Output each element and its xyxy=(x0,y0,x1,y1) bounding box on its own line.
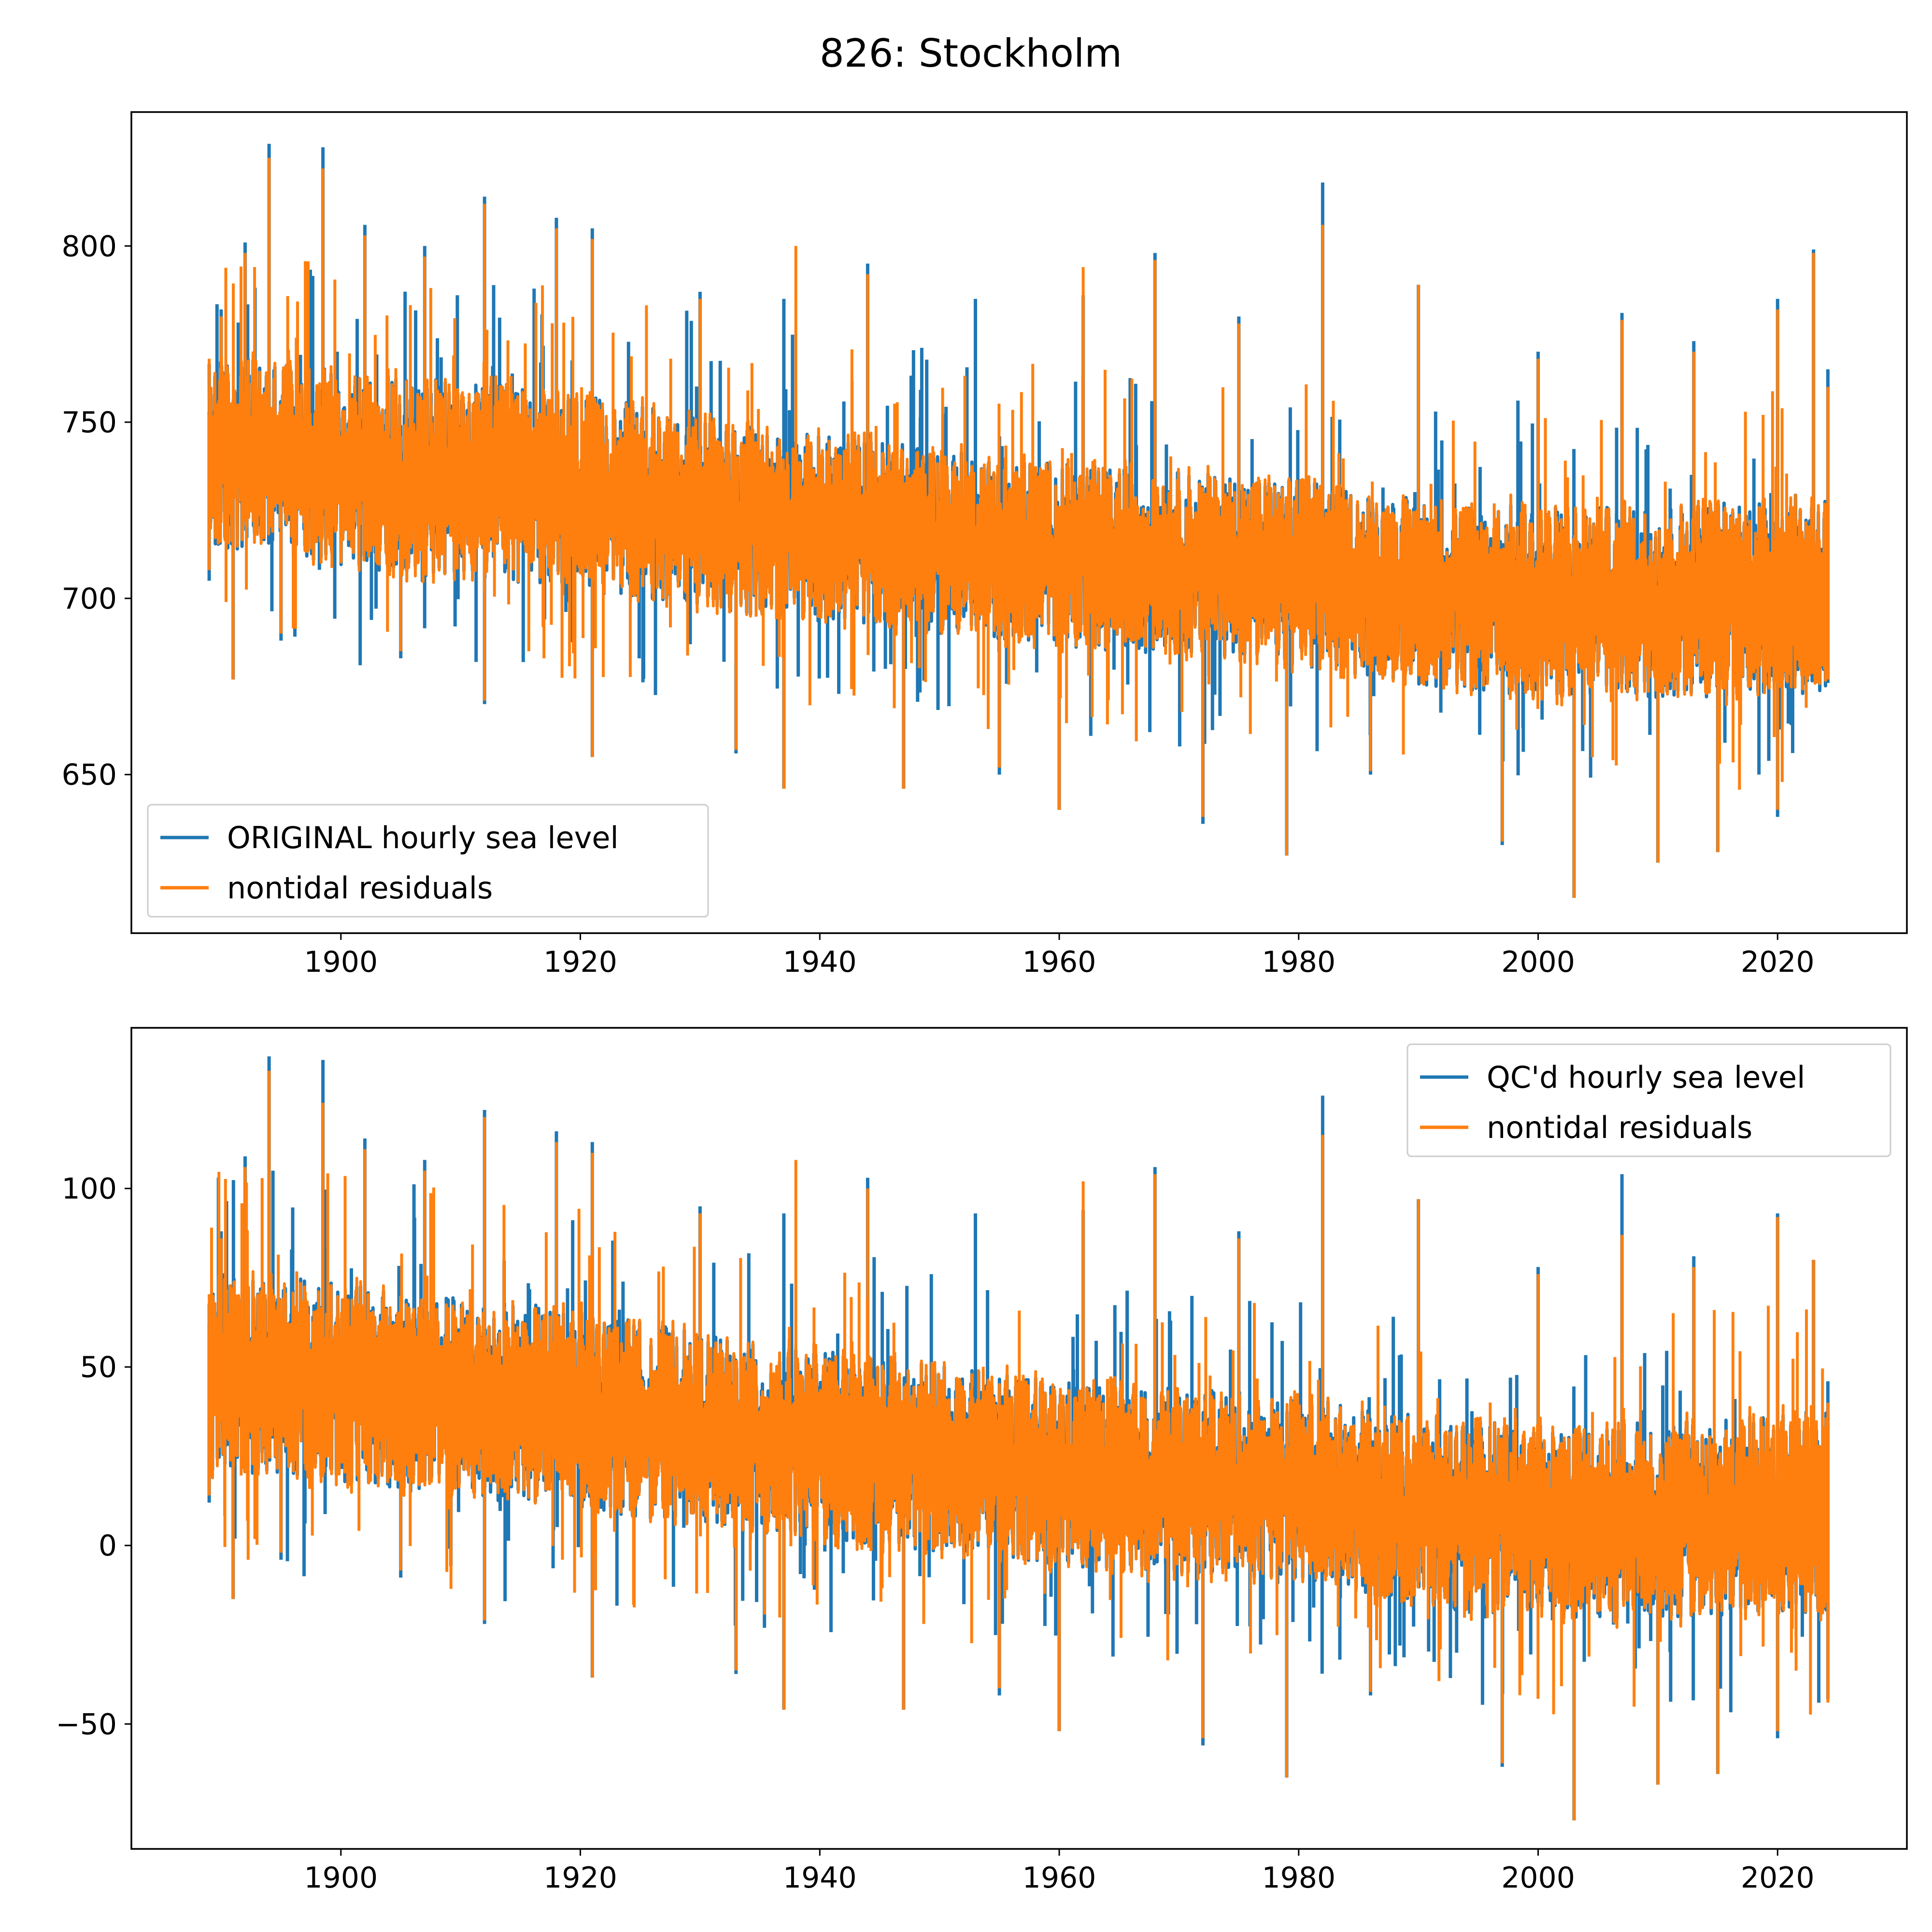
legend-label: QC'd hourly sea level xyxy=(1487,1060,1805,1095)
top-panel-x-axis: 1900 1920 1940 1960 1980 2000 2020 xyxy=(304,933,1815,979)
y-tick-label: 750 xyxy=(61,406,117,440)
legend-label: nontidal residuals xyxy=(1487,1110,1752,1145)
legend-box xyxy=(1406,1043,1891,1157)
top-panel-y-axis: 650 700 750 800 xyxy=(61,229,131,792)
bottom-panel: 1900 1920 1940 1960 1980 2000 2020 −50 0 50 100 Q… xyxy=(56,1027,1908,1895)
x-tick-label: 2020 xyxy=(1741,1861,1815,1895)
x-tick-label: 1920 xyxy=(543,945,617,979)
series-line-residual xyxy=(208,1070,1830,1820)
figure-title: 826: Stockholm xyxy=(820,31,1122,76)
top-panel-data-lines xyxy=(207,143,1830,898)
legend-box xyxy=(147,804,709,918)
y-tick-label: 800 xyxy=(61,229,117,263)
y-tick-label: 0 xyxy=(99,1529,117,1563)
top-panel-legend: ORIGINAL hourly sea level nontidal residu… xyxy=(147,804,709,918)
x-tick-label: 1960 xyxy=(1023,1861,1096,1895)
bottom-panel-data-lines xyxy=(207,1056,1830,1820)
y-tick-label: 100 xyxy=(61,1172,117,1206)
x-tick-label: 1920 xyxy=(543,1861,617,1895)
series-line-residual xyxy=(208,157,1830,898)
legend-label: ORIGINAL hourly sea level xyxy=(227,820,619,855)
x-tick-label: 1900 xyxy=(304,945,378,979)
x-tick-label: 1940 xyxy=(783,945,857,979)
bottom-panel-x-axis: 1900 1920 1940 1960 1980 2000 2020 xyxy=(304,1849,1815,1895)
y-tick-label: −50 xyxy=(56,1707,117,1741)
bottom-panel-y-axis: −50 0 50 100 xyxy=(56,1172,131,1741)
top-panel-frame xyxy=(130,111,1908,934)
bottom-panel-legend: QC'd hourly sea level nontidal residuals xyxy=(1406,1043,1891,1157)
x-tick-label: 1980 xyxy=(1262,1861,1335,1895)
legend-label: nontidal residuals xyxy=(227,870,493,906)
bottom-panel-frame xyxy=(130,1027,1908,1850)
top-panel: 1900 1920 1940 1960 1980 2000 2020 650 700 750 80… xyxy=(61,111,1908,979)
x-tick-label: 2000 xyxy=(1501,1861,1575,1895)
y-tick-label: 700 xyxy=(61,582,117,616)
x-tick-label: 1900 xyxy=(304,1861,378,1895)
x-tick-label: 1960 xyxy=(1023,945,1096,979)
x-tick-label: 1980 xyxy=(1262,945,1335,979)
y-tick-label: 650 xyxy=(61,758,117,792)
x-tick-label: 1940 xyxy=(783,1861,857,1895)
x-tick-label: 2000 xyxy=(1501,945,1575,979)
y-tick-label: 50 xyxy=(80,1350,117,1384)
x-tick-label: 2020 xyxy=(1741,945,1815,979)
